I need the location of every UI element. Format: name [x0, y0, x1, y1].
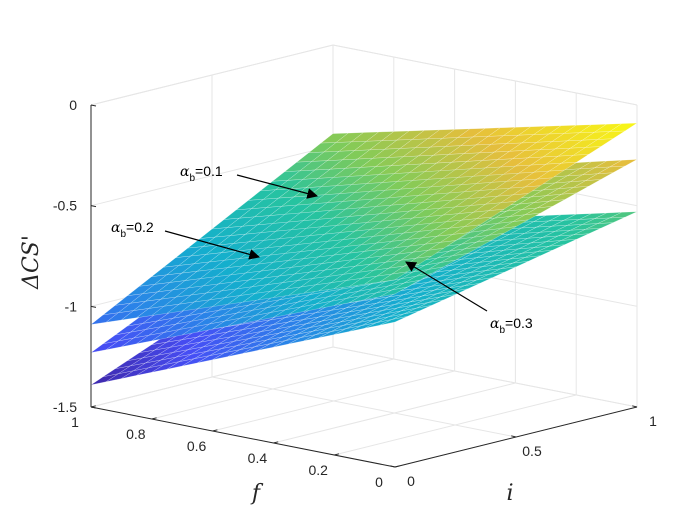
y-tick-label: 0.2	[308, 462, 328, 478]
x-tick	[390, 465, 396, 468]
y-axis-line	[90, 406, 396, 468]
y-tick	[273, 441, 279, 444]
y-tick	[394, 465, 400, 468]
y-tick	[334, 453, 340, 456]
x-tick-label: 0.5	[522, 443, 542, 459]
annotation-arrow	[236, 174, 319, 199]
y-axis-label: f	[250, 481, 264, 506]
annotation-label: αb=0.3	[490, 315, 533, 336]
y-tick-label: 0.4	[248, 450, 268, 466]
y-tick-label: 1	[71, 414, 79, 430]
y-tick	[151, 417, 157, 420]
annotation-label: αb=0.2	[111, 219, 154, 240]
x-tick	[632, 405, 638, 408]
x-tick	[511, 435, 517, 438]
z-axis-label: ΔCS'	[19, 235, 44, 290]
z-tick-label: -1	[65, 298, 78, 314]
z-tick	[90, 104, 97, 107]
annotations: αb=0.1 αb=0.2 αb=0.3	[111, 163, 533, 336]
annotation-arrow	[164, 230, 261, 260]
z-tick-label: -1.5	[53, 399, 77, 415]
annotation-label: αb=0.1	[180, 163, 223, 184]
z-tick	[90, 205, 97, 208]
surfaces	[90, 122, 638, 386]
surface-cell	[379, 271, 408, 283]
x-tick-label: 1	[649, 413, 657, 429]
back-edge	[90, 44, 638, 106]
annotation-arrow	[405, 261, 488, 312]
y-tick-label: 0.6	[187, 438, 207, 454]
axes	[90, 104, 638, 468]
surface-cell	[379, 286, 408, 297]
surface-alpha-0.1	[90, 122, 638, 325]
x-axis-label: i	[506, 481, 513, 506]
x-tick-label: 0	[407, 473, 415, 489]
z-tick-label: 0	[69, 97, 77, 113]
surface-cell	[379, 316, 408, 326]
y-gridline	[334, 93, 577, 456]
z-tick-label: -0.5	[53, 198, 77, 214]
z-tick	[90, 305, 97, 308]
y-tick-label: 0	[375, 474, 383, 490]
tick-labels: 0 -0.5 -1 -1.5 0 0.2 0.4 0.6 0.8 1 0 0.5 1	[53, 97, 657, 490]
y-tick	[90, 405, 96, 408]
y-tick-label: 0.8	[126, 426, 146, 442]
y-tick	[212, 429, 218, 432]
z-gridline	[90, 44, 638, 106]
